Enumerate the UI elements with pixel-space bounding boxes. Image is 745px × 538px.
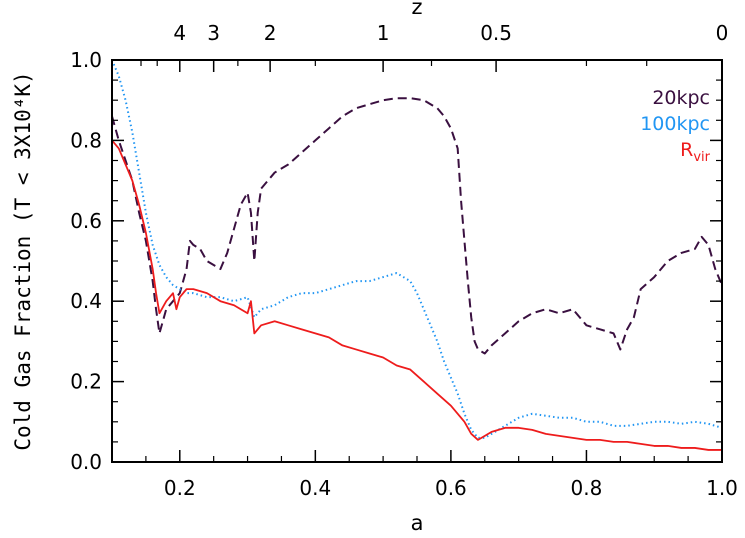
legend-label-100kpc: 100kpc [640,113,710,135]
x-tick-label: 0.6 [435,476,467,500]
top-tick-label: 0 [716,21,729,45]
y-tick-label: 0.0 [70,450,102,474]
x-tick-label: 0.8 [571,476,603,500]
x-tick-label: 0.4 [299,476,331,500]
x-tick-label: 0.2 [164,476,196,500]
series-line-100kpc [112,60,722,439]
ticks-layer: 0.2 0.4 0.6 0.8 1.0 0.0 0.2 0.4 0.6 0.8 1.0 4 3 2 1 0.5… [70,21,738,500]
legend-label-rvir-sub: vir [693,150,710,165]
y-tick-label: 0.4 [70,289,102,313]
series-line-20kpc [112,97,722,355]
y-tick-label: 1.0 [70,48,102,72]
series-layer [112,60,722,451]
top-axis-title: z [411,0,422,19]
top-tick-label: 0.5 [480,21,512,45]
y-tick-label: 0.2 [70,370,102,394]
top-tick-label: 1 [377,21,390,45]
x-axis-title: a [411,511,424,535]
y-axis-title: Cold Gas Fraction (T < 3X10⁴K) [11,71,35,450]
legend: 20kpc 100kpc Rvir [640,87,710,165]
x-tick-label: 1.0 [706,476,738,500]
legend-label-rvir: Rvir [680,139,711,165]
y-tick-label: 0.6 [70,209,102,233]
y-tick-label: 0.8 [70,128,102,152]
top-tick-label: 3 [207,21,220,45]
series-line-rvir [112,139,722,451]
top-tick-label: 2 [264,21,277,45]
legend-label-rvir-main: R [680,139,693,161]
top-tick-label: 4 [173,21,186,45]
legend-label-20kpc: 20kpc [652,87,710,109]
plot-frame [111,59,723,463]
